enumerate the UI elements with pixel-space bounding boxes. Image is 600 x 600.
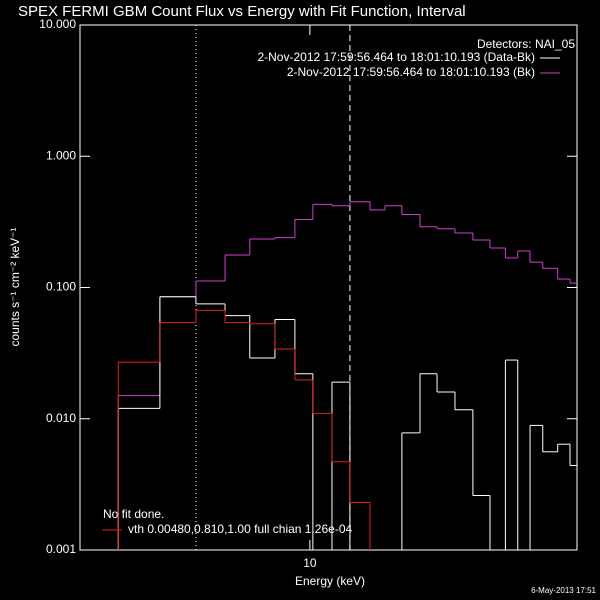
legend-label: 2-Nov-2012 17:59:56.464 to 18:01:10.193 … — [257, 50, 535, 64]
legend-label: vth 0.00480,0.810,1.00 full chian 1.26e-… — [128, 522, 353, 536]
y-tick-label: 0.001 — [46, 542, 76, 556]
chart-title: SPEX FERMI GBM Count Flux vs Energy with… — [18, 3, 466, 20]
plot-frame — [79, 24, 578, 551]
detectors-label: Detectors: NAI_05 — [477, 37, 575, 51]
y-tick-label: 0.010 — [46, 411, 76, 425]
plot-area — [117, 25, 577, 550]
y-axis-label: counts s⁻¹ cm⁻² keV⁻¹ — [8, 227, 22, 346]
x-axis-label: Energy (keV) — [295, 574, 365, 588]
y-tick-label: 1.000 — [46, 148, 76, 162]
y-tick-label: 0.100 — [46, 280, 76, 294]
y-tick-label: 10.000 — [39, 17, 76, 31]
date-stamp: 6-May-2013 17:51 — [531, 586, 596, 595]
note: No fit done. — [103, 507, 164, 521]
legend-label: 2-Nov-2012 17:59:56.464 to 18:01:10.193 … — [287, 65, 535, 79]
x-tick-label: 10 — [303, 556, 317, 570]
